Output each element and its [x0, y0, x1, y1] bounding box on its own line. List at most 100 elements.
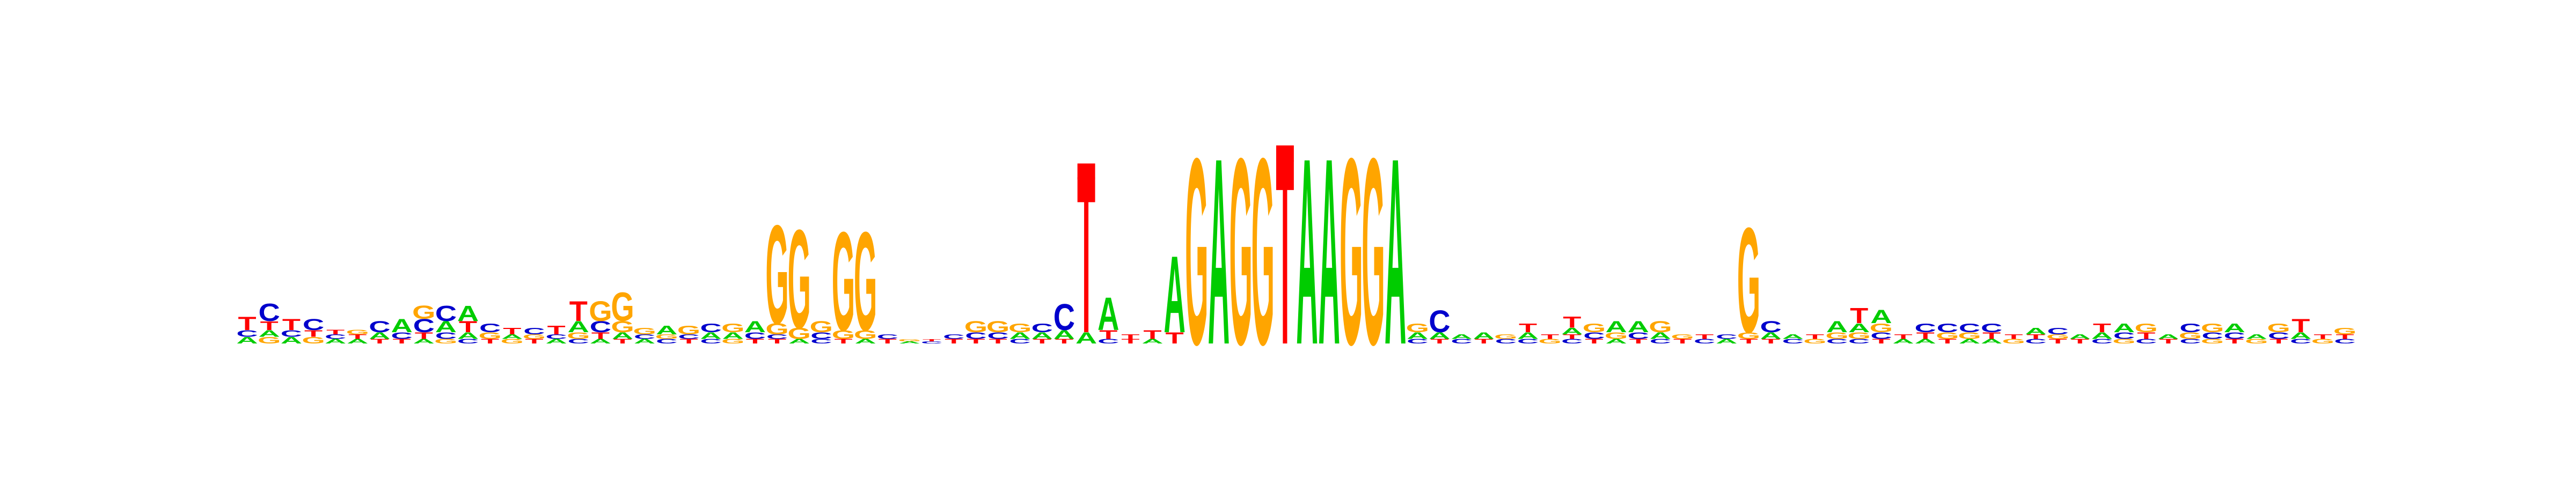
logo-letter-c: C	[1495, 338, 1517, 345]
logo-column-14: TGC	[523, 326, 546, 345]
logo-letter-t: T	[1143, 328, 1161, 342]
logo-letter-a: A	[1473, 331, 1495, 341]
logo-letter-c: C	[1097, 338, 1119, 345]
logo-letter-c: C	[1694, 338, 1715, 345]
logo-letter-c: C	[943, 333, 964, 340]
logo-column-66: TG	[1671, 333, 1694, 345]
logo-letter-a: A	[1208, 103, 1230, 400]
logo-letter-c: C	[1407, 338, 1428, 345]
logo-letter-c: C	[1517, 338, 1539, 345]
logo-column-79: AGC	[1958, 321, 1981, 345]
logo-letter-a: A	[347, 338, 368, 345]
logo-column-68: AC	[1716, 333, 1737, 345]
logo-letter-a: A	[1385, 103, 1406, 400]
logo-letter-a: A	[1782, 333, 1804, 340]
logo-column-13: GAT	[501, 326, 524, 345]
logo-letter-c: C	[1429, 304, 1450, 339]
logo-letter-g: G	[2201, 338, 2224, 345]
logo-letter-a: A	[899, 341, 920, 344]
logo-letter-a: A	[259, 328, 280, 339]
logo-column-65: CAG	[1649, 318, 1672, 345]
logo-letter-g: G	[1494, 333, 1517, 340]
logo-letter-a: A	[413, 338, 435, 345]
logo-letter-g: G	[2112, 338, 2135, 345]
logo-column-55: TAC	[1429, 304, 1450, 345]
logo-letter-t: T	[1850, 304, 1868, 328]
logo-letter-a: A	[1605, 318, 1627, 335]
logo-column-4: GTC	[302, 316, 325, 346]
logo-letter-c: C	[700, 321, 721, 335]
logo-column-76: AT	[1892, 333, 1914, 345]
logo-letter-t: T	[393, 338, 412, 345]
logo-letter-c: C	[413, 315, 435, 336]
logo-letter-t: T	[591, 331, 610, 341]
logo-letter-a: A	[1848, 321, 1870, 335]
logo-letter-g: G	[412, 302, 435, 323]
logo-letter-c: C	[590, 318, 611, 335]
logo-column-45: A	[1208, 103, 1230, 400]
logo-letter-a: A	[2224, 321, 2245, 335]
logo-column-81: GT	[2002, 333, 2025, 345]
logo-letter-c: C	[2290, 338, 2311, 345]
logo-column-86: GCA	[2112, 321, 2135, 345]
logo-letter-t: T	[569, 296, 588, 327]
logo-letter-t: T	[1938, 338, 1957, 345]
logo-column-35: TCG	[986, 318, 1009, 345]
logo-column-73: CGA	[1825, 318, 1848, 345]
logo-letter-g: G	[1825, 331, 1848, 341]
logo-letter-a: A	[1009, 331, 1031, 341]
logo-letter-g: G	[810, 318, 833, 335]
logo-letter-g: G	[1870, 321, 1893, 335]
logo-letter-c: C	[1009, 338, 1031, 345]
logo-letter-a: A	[1407, 331, 1428, 341]
logo-column-51: G	[1340, 103, 1363, 400]
logo-letter-c: C	[1760, 318, 1781, 335]
logo-column-21: TCG	[677, 323, 700, 345]
logo-letter-t: T	[1806, 333, 1825, 340]
logo-letter-c: C	[921, 341, 942, 344]
logo-letter-t: T	[768, 338, 787, 345]
logo-letter-a: A	[855, 338, 876, 345]
logo-letter-a: A	[1451, 333, 1472, 340]
logo-letter-t: T	[1916, 331, 1935, 341]
logo-column-26: AGG	[788, 201, 811, 358]
logo-letter-c: C	[877, 333, 898, 340]
logo-letter-t: T	[1739, 338, 1758, 345]
logo-letter-g: G	[1671, 333, 1694, 340]
logo-letter-t: T	[2048, 338, 2067, 345]
logo-letter-g: G	[2311, 338, 2334, 345]
logo-column-92: GA	[2245, 333, 2268, 345]
logo-column-64: TCA	[1628, 318, 1649, 345]
logo-letter-c: C	[656, 338, 677, 345]
logo-letter-t: T	[679, 338, 698, 345]
logo-column-33: TC	[943, 333, 964, 345]
logo-column-83: TGC	[2046, 326, 2069, 345]
logo-column-94: CAT	[2290, 315, 2311, 345]
logo-letter-g: G	[633, 326, 656, 336]
logo-column-12: TGC	[478, 321, 501, 345]
logo-column-43: TA	[1164, 233, 1185, 356]
logo-letter-a: A	[2069, 333, 2091, 340]
logo-letter-a: A	[435, 318, 457, 335]
logo-letter-g: G	[832, 203, 855, 360]
logo-letter-a: A	[457, 302, 479, 326]
logo-letter-c: C	[1959, 321, 1980, 335]
logo-letter-c: C	[2179, 338, 2201, 345]
logo-letter-c: C	[2047, 326, 2068, 336]
logo-letter-g: G	[1008, 321, 1031, 335]
logo-letter-c: C	[1826, 338, 1848, 345]
logo-letter-t: T	[1166, 330, 1184, 347]
logo-column-8: TCA	[391, 315, 412, 345]
logo-letter-g: G	[1185, 103, 1208, 400]
logo-letter-t: T	[1894, 333, 1913, 340]
logo-letter-c: C	[435, 302, 457, 326]
logo-letter-g: G	[854, 328, 877, 342]
logo-letter-g: G	[765, 321, 788, 338]
logo-column-56: CA	[1451, 333, 1472, 345]
logo-column-84: TA	[2069, 333, 2091, 345]
logo-column-52: G	[1362, 103, 1385, 400]
logo-letter-a: A	[1826, 318, 1848, 335]
